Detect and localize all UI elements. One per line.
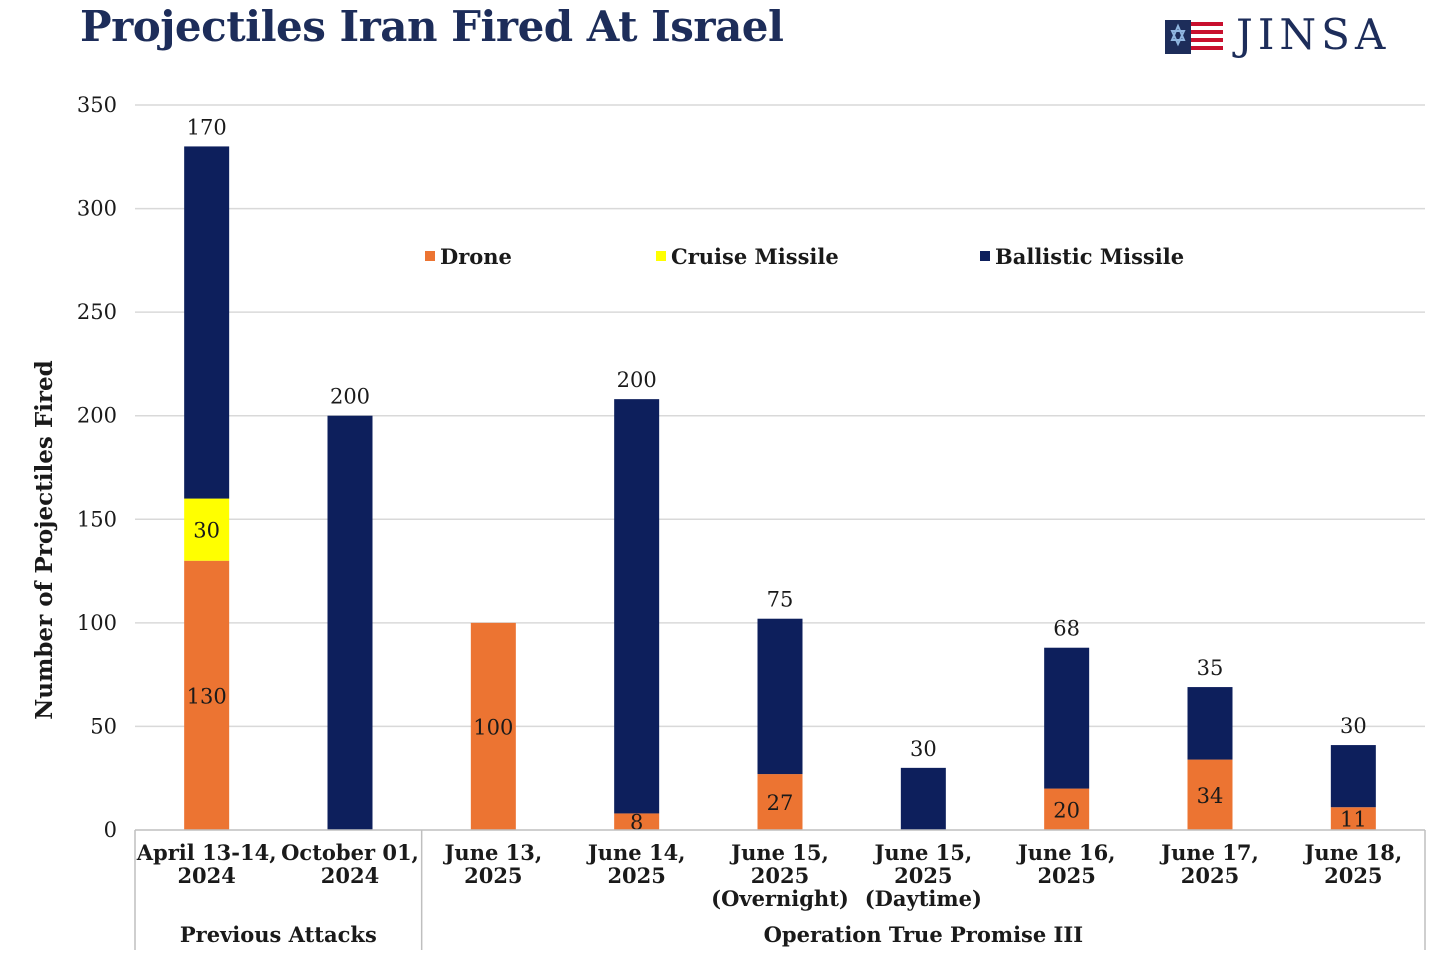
legend: Drone Cruise Missile Ballistic Missile xyxy=(425,244,1184,269)
y-axis-label: Number of Projectiles Fired xyxy=(31,360,58,719)
bar-ballistic-missile xyxy=(1044,647,1090,789)
data-label: 30 xyxy=(193,519,220,543)
legend-swatch xyxy=(425,251,435,261)
bar-drone xyxy=(1044,788,1090,830)
x-tick-label: June 15, 2025 (Overnight) xyxy=(711,840,849,911)
y-tick-label: 300 xyxy=(77,197,117,221)
bar-ballistic-missile xyxy=(614,399,660,814)
y-tick-label: 200 xyxy=(77,404,117,428)
data-label: 30 xyxy=(910,737,937,761)
y-tick-label: 0 xyxy=(104,818,117,842)
group-label: Previous Attacks xyxy=(180,922,377,947)
data-label: 130 xyxy=(187,684,227,708)
y-tick-label: 350 xyxy=(77,93,117,117)
bar-ballistic-missile xyxy=(327,415,373,830)
bar-drone xyxy=(184,560,230,830)
data-label: 68 xyxy=(1053,617,1080,641)
data-labels: 130 30 170 200 100 8 200 27 75 30 20 68 34 35 11 30 xyxy=(187,115,1367,834)
bar-drone xyxy=(1330,807,1376,830)
group-label: Operation True Promise III xyxy=(764,922,1083,947)
data-label: 11 xyxy=(1340,808,1367,832)
bar-ballistic-missile xyxy=(1187,687,1233,760)
bars xyxy=(184,146,1376,830)
x-tick-label: June 18, 2025 xyxy=(1302,840,1402,888)
jinsa-logo xyxy=(1165,20,1223,54)
data-label: 75 xyxy=(767,588,794,612)
x-tick-label: June 16, 2025 xyxy=(1016,840,1116,888)
data-label: 8 xyxy=(630,811,643,835)
y-tick-label: 100 xyxy=(77,611,117,635)
data-label: 35 xyxy=(1197,656,1224,680)
y-axis-ticks: 0 50 100 150 200 250 300 350 xyxy=(77,93,117,842)
bar-ballistic-missile xyxy=(900,767,946,830)
bar-ballistic-missile xyxy=(1330,745,1376,808)
flag-icon xyxy=(1165,20,1223,54)
logo-text: JINSA xyxy=(1236,10,1391,59)
x-tick-label: April 13-14, 2024 xyxy=(136,840,277,888)
data-label: 34 xyxy=(1197,784,1224,808)
data-label: 20 xyxy=(1053,798,1080,822)
bar-drone xyxy=(470,622,516,830)
legend-label: Ballistic Missile xyxy=(995,244,1184,269)
bar-ballistic-missile xyxy=(757,618,803,775)
x-tick-label: October 01, 2024 xyxy=(281,840,419,888)
x-tick-label: June 13, 2025 xyxy=(442,840,542,888)
bar-cruise-missile xyxy=(184,498,230,561)
legend-label: Cruise Missile xyxy=(671,244,839,269)
chart-title: Projectiles Iran Fired At Israel xyxy=(80,2,784,51)
legend-swatch xyxy=(656,251,666,261)
data-label: 30 xyxy=(1340,714,1367,738)
data-label: 27 xyxy=(767,791,794,815)
legend-label: Drone xyxy=(440,244,512,269)
data-label: 200 xyxy=(330,385,370,409)
legend-swatch xyxy=(980,251,990,261)
y-tick-label: 50 xyxy=(90,714,117,738)
bar-drone xyxy=(757,774,803,830)
x-tick-label: June 14, 2025 xyxy=(586,840,686,888)
y-tick-label: 150 xyxy=(77,507,117,531)
y-tick-label: 250 xyxy=(77,300,117,324)
data-label: 100 xyxy=(473,715,513,739)
bar-ballistic-missile xyxy=(184,146,230,499)
x-tick-label: June 15, 2025 (Daytime) xyxy=(865,840,982,911)
data-label: 170 xyxy=(187,115,227,139)
data-label: 200 xyxy=(617,368,657,392)
x-tick-label: June 17, 2025 xyxy=(1159,840,1259,888)
bar-drone xyxy=(1187,759,1233,830)
bar-drone xyxy=(614,813,660,830)
